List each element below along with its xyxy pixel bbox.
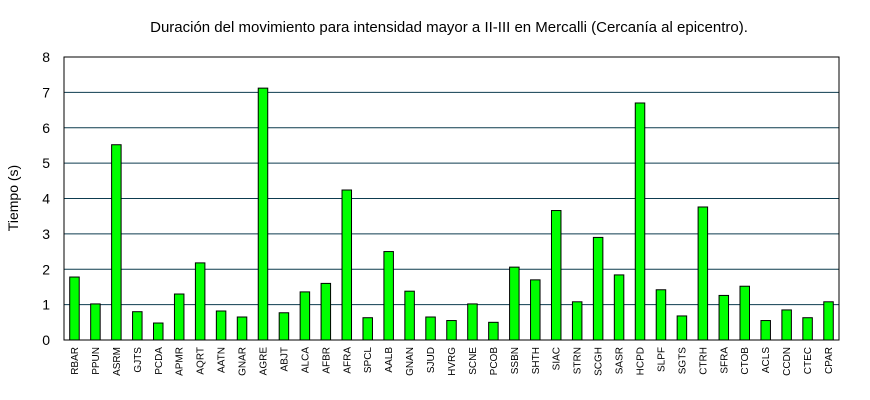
bar-gnan (404, 290, 415, 341)
bar-siac (550, 210, 562, 341)
x-tick-label: CCDN (782, 347, 793, 376)
bar-ctob (739, 285, 750, 341)
bar-pcob (488, 321, 499, 341)
y-axis-label: Tiempo (s) (5, 165, 21, 231)
x-tick-label: SCGH (594, 347, 605, 376)
bar-alca (299, 291, 311, 341)
x-tick-label: RBAR (70, 347, 81, 375)
x-tick-label: SFRA (719, 347, 730, 374)
y-tick-label: 6 (42, 120, 50, 136)
x-tick-label: ALCA (300, 347, 311, 373)
bar-aqrt (194, 262, 206, 341)
bar-asrm (111, 144, 122, 341)
x-tick-label: CTOB (740, 347, 751, 375)
bar-gnar (236, 316, 248, 341)
x-tick-labels: RBAR PPUN ASRM GJTS PCDA APMR AQRT AATN GNAR AGRE… (70, 347, 835, 376)
x-tick-label: AGRE (258, 347, 269, 376)
bar-hcpd (634, 102, 646, 341)
y-tick-label: 2 (42, 261, 50, 277)
bar-spcl (362, 317, 373, 341)
bar-aatn (215, 310, 227, 341)
x-tick-label: AFBR (321, 347, 332, 374)
bar-scne (467, 303, 478, 341)
x-tick-label: ACLS (761, 347, 772, 373)
bar-strn (571, 301, 583, 341)
plot-frame (63, 56, 840, 341)
x-tick-label: SCNE (468, 347, 479, 375)
x-tick-label: SGTS (677, 347, 688, 375)
bar-sasr (613, 274, 625, 341)
x-tick-label: CTRH (698, 347, 709, 375)
bar-abjt (278, 312, 290, 341)
x-tick-label: AATN (217, 347, 228, 373)
bar-gjts (132, 311, 143, 341)
bar-agre (257, 87, 269, 341)
x-tick-label: HCPD (636, 347, 647, 375)
x-tick-label: HVRG (447, 347, 458, 376)
chart-title: Duración del movimiento para intensidad … (150, 19, 748, 36)
bar-ctrh (697, 206, 709, 341)
x-tick-label: SIAC (552, 347, 563, 370)
bars (69, 87, 834, 341)
bar-afbr (320, 282, 332, 341)
bar-sjud (425, 316, 436, 341)
gridlines (64, 91, 839, 306)
x-tick-label: SLPF (656, 347, 667, 372)
y-tick-label: 7 (42, 84, 50, 100)
bar-hvrg (446, 320, 457, 341)
bar-acls (760, 320, 771, 341)
x-tick-label: GNAR (238, 347, 249, 376)
bar-slpf (655, 289, 667, 341)
bar-sgts (676, 315, 688, 341)
x-tick-label: AQRT (196, 347, 207, 375)
x-tick-label: GNAN (405, 347, 416, 376)
bar-sfra (718, 294, 730, 341)
x-tick-label: CPAR (824, 347, 835, 374)
x-tick-label: GJTS (133, 347, 144, 373)
bar-ccdn (781, 309, 792, 341)
x-tick-label: SJUD (426, 347, 437, 373)
x-tick-label: APMR (175, 347, 186, 376)
bar-aalb (383, 251, 394, 341)
bar-apmr (173, 293, 185, 341)
y-tick-label: 4 (42, 191, 50, 207)
bar-ssbn (509, 266, 520, 341)
x-tick-label: SPCL (363, 347, 374, 374)
y-tick-label: 8 (42, 49, 50, 65)
y-tick-label: 5 (42, 155, 50, 171)
bar-rbar (69, 276, 80, 341)
y-tick-label: 0 (42, 332, 50, 348)
x-tick-label: SHTH (531, 347, 542, 374)
x-tick-label: AFRA (342, 347, 353, 374)
x-tick-label: ASRM (112, 347, 123, 376)
y-tick-label: 3 (42, 226, 50, 242)
x-tick-label: SSBN (510, 347, 521, 374)
bar-cpar (823, 301, 834, 341)
bar-afra (341, 189, 353, 341)
y-tick-label: 1 (42, 297, 50, 313)
x-tick-label: PCDA (154, 347, 165, 375)
bar-pcda (153, 322, 164, 341)
y-tick-labels: 0 1 2 3 4 5 6 7 8 (42, 49, 50, 348)
bar-ppun (90, 303, 101, 341)
x-tick-label: SASR (615, 347, 626, 374)
x-tick-label: ABJT (279, 347, 290, 371)
x-tick-label: CTEC (803, 347, 814, 374)
bar-ctec (802, 317, 813, 341)
bar-shth (530, 279, 541, 341)
x-tick-label: PPUN (91, 347, 102, 375)
x-tick-label: PCOB (489, 347, 500, 376)
x-tick-label: AALB (384, 347, 395, 373)
x-tick-label: STRN (573, 347, 584, 374)
bar-scgh (592, 236, 604, 341)
